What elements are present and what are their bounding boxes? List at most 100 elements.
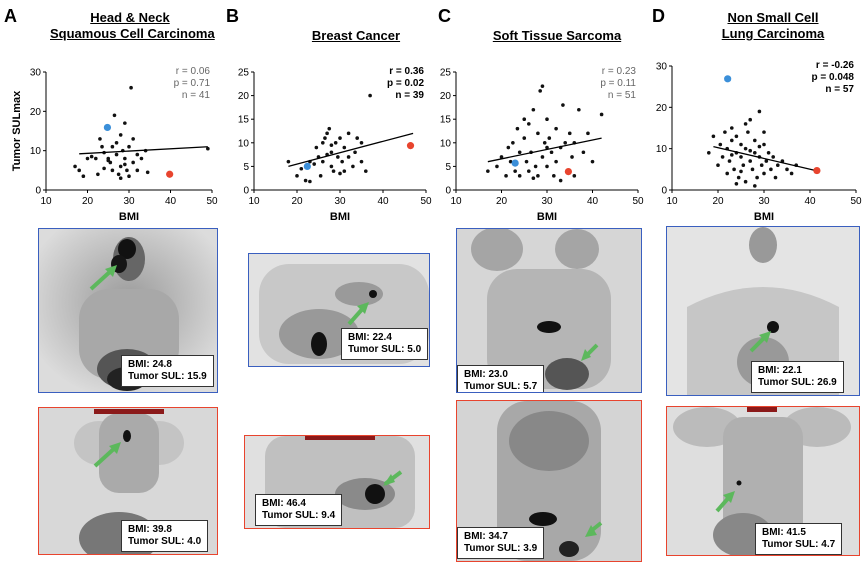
data-point bbox=[547, 136, 552, 140]
data-point bbox=[308, 179, 312, 184]
data-point bbox=[538, 89, 542, 93]
data-point bbox=[106, 158, 111, 163]
data-point bbox=[321, 141, 325, 145]
y-tick-label: 0 bbox=[445, 186, 451, 197]
data-point bbox=[711, 134, 716, 139]
stat-n: n = 39 bbox=[395, 90, 424, 101]
x-tick-label: 30 bbox=[541, 196, 553, 207]
data-point bbox=[333, 141, 338, 145]
scan-sul: Tumor SUL: 9.4 bbox=[262, 510, 336, 521]
panel-letter: D bbox=[652, 6, 665, 26]
panel-title: Breast Cancer bbox=[276, 28, 436, 44]
highlight-point-red bbox=[166, 170, 174, 178]
panel-title-line-1: Soft Tissue Sarcoma bbox=[492, 28, 622, 43]
pet-scan-image bbox=[457, 229, 641, 392]
y-tick-label: 0 bbox=[661, 186, 667, 197]
data-point bbox=[570, 155, 574, 159]
data-point bbox=[295, 174, 299, 178]
highlight-point-red bbox=[564, 167, 572, 176]
data-point bbox=[727, 159, 732, 163]
data-point bbox=[590, 159, 595, 164]
data-point bbox=[123, 162, 127, 167]
pet-scan-high-bmi: BMI: 41.5 Tumor SUL: 4.7 bbox=[666, 406, 860, 556]
data-point bbox=[785, 167, 789, 172]
scan-sul: Tumor SUL: 5.0 bbox=[348, 344, 422, 355]
stat-r: r = 0.06 bbox=[176, 66, 211, 77]
y-tick-label: 15 bbox=[238, 115, 250, 126]
data-point bbox=[123, 156, 127, 161]
data-point bbox=[755, 175, 759, 180]
x-tick-label: 50 bbox=[632, 196, 644, 207]
data-point bbox=[536, 131, 540, 136]
scan-bmi: BMI: 24.8 bbox=[128, 359, 172, 370]
data-point bbox=[533, 164, 538, 169]
data-point bbox=[81, 174, 86, 179]
x-tick-label: 30 bbox=[758, 196, 770, 207]
scan-bmi: BMI: 22.4 bbox=[348, 332, 392, 343]
data-point bbox=[739, 142, 743, 147]
data-point bbox=[554, 159, 558, 164]
data-point bbox=[732, 167, 736, 172]
data-point bbox=[368, 93, 372, 98]
x-tick-label: 40 bbox=[377, 196, 389, 207]
data-point bbox=[766, 151, 771, 155]
data-point bbox=[89, 154, 94, 159]
data-point bbox=[118, 133, 123, 137]
y-tick-label: 20 bbox=[440, 91, 452, 102]
data-point bbox=[77, 168, 81, 173]
pet-scan-low-bmi: BMI: 22.4 Tumor SUL: 5.0 bbox=[248, 253, 430, 367]
stat-n: n = 51 bbox=[608, 90, 637, 101]
data-point bbox=[517, 174, 522, 178]
data-point bbox=[504, 174, 508, 178]
y-tick-label: 20 bbox=[238, 91, 250, 102]
regression-line bbox=[713, 145, 820, 173]
x-tick-label: 40 bbox=[804, 196, 816, 207]
data-point bbox=[110, 168, 115, 173]
data-point bbox=[342, 145, 347, 150]
data-point bbox=[734, 182, 739, 186]
data-point bbox=[757, 144, 762, 149]
scan-label: BMI: 46.4 Tumor SUL: 9.4 bbox=[255, 494, 343, 526]
pet-scan-low-bmi: BMI: 23.0 Tumor SUL: 5.7 bbox=[456, 228, 642, 393]
data-point bbox=[364, 169, 368, 173]
data-point bbox=[725, 171, 729, 176]
data-point bbox=[139, 156, 144, 161]
data-point bbox=[135, 168, 140, 173]
pet-scan-high-bmi: BMI: 46.4 Tumor SUL: 9.4 bbox=[244, 435, 430, 529]
y-axis-label: Tumor SULmax bbox=[11, 90, 23, 171]
data-point bbox=[331, 169, 336, 173]
data-point bbox=[499, 155, 504, 159]
data-point bbox=[730, 126, 734, 130]
data-point bbox=[112, 113, 117, 118]
data-point bbox=[85, 156, 90, 161]
data-point bbox=[716, 163, 720, 167]
y-tick-label: 20 bbox=[656, 103, 668, 114]
panel-title: Non Small Cell Lung Carcinoma bbox=[688, 10, 858, 42]
data-point bbox=[741, 163, 746, 167]
data-point bbox=[757, 109, 762, 114]
x-tick-label: 20 bbox=[496, 196, 508, 207]
panel-c: C Soft Tissue Sarcoma 10 20 30 40 50 0 5 10 15 20… bbox=[432, 0, 648, 568]
data-point bbox=[531, 107, 536, 112]
x-tick-label: 50 bbox=[206, 196, 218, 207]
data-point bbox=[707, 151, 711, 155]
data-point bbox=[527, 169, 531, 173]
x-tick-label: 50 bbox=[420, 196, 432, 207]
regression-line bbox=[79, 146, 208, 155]
scan-bmi: BMI: 46.4 bbox=[262, 498, 306, 509]
y-tick-label: 10 bbox=[238, 138, 250, 149]
data-point bbox=[759, 163, 764, 167]
data-point bbox=[327, 126, 332, 131]
data-point bbox=[522, 136, 527, 140]
stat-p: p = 0.048 bbox=[811, 72, 854, 83]
panel-title-line-1: Head & Neck bbox=[90, 10, 170, 25]
data-point bbox=[102, 166, 106, 171]
scan-bmi: BMI: 23.0 bbox=[464, 369, 508, 380]
data-point bbox=[73, 164, 77, 169]
x-tick-label: 40 bbox=[587, 196, 599, 207]
data-point bbox=[577, 107, 581, 112]
data-point bbox=[131, 137, 135, 141]
x-axis-label: BMI bbox=[537, 211, 557, 223]
data-point bbox=[114, 152, 119, 157]
data-point bbox=[762, 171, 766, 176]
